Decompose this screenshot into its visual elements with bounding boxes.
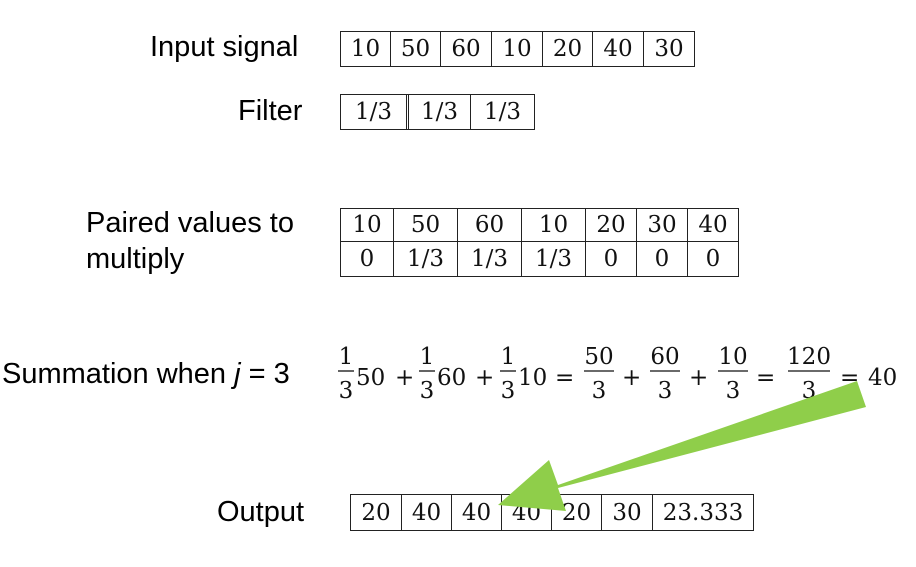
- paired-values-cell: 20: [585, 209, 636, 241]
- input-signal-cell: 40: [592, 32, 643, 66]
- equation-result: 40: [868, 365, 897, 391]
- paired-values-cell: 1/3: [521, 242, 585, 276]
- input-signal-label: Input signal: [150, 31, 299, 63]
- input-signal-cell: 10: [350, 36, 381, 62]
- summation-label-variable: j: [234, 358, 241, 390]
- paired-values-label-line1: Paired values to: [86, 207, 294, 239]
- output-cell: 23.333: [652, 495, 753, 530]
- output-cell: 20: [361, 499, 391, 526]
- equation-equals: =: [756, 365, 775, 391]
- paired-values-cell: 0: [359, 246, 375, 272]
- paired-values-cell: 0: [585, 242, 636, 276]
- paired-values-cell: 30: [636, 209, 687, 241]
- input-signal-cell: 20: [542, 32, 592, 66]
- paired-values-cell: 10: [352, 212, 382, 238]
- filter-label: Filter: [238, 95, 303, 127]
- paired-values-cell: 0: [687, 242, 738, 276]
- equation-fraction-num: 10: [718, 344, 747, 370]
- input-signal-cell: 30: [643, 32, 694, 66]
- equation-plus: +: [395, 365, 414, 391]
- paired-values-row-top: 10 50 60 10 20 30 40: [341, 209, 738, 241]
- paired-values-cell: 10: [521, 209, 585, 241]
- summation-label: Summation when j = 3: [2, 360, 290, 389]
- paired-values-table: 10 50 60 10 20 30 40 0 1/3 1/3 1/3 0 0 0: [340, 208, 739, 277]
- equation-coeff-num: 1: [501, 344, 516, 370]
- paired-values-cell: 1/3: [393, 242, 457, 276]
- input-signal-cell: 50: [390, 32, 440, 66]
- equation-coeff-num: 1: [420, 344, 435, 370]
- equation-coeff-den: 3: [420, 378, 435, 404]
- output-cell: 20: [551, 495, 601, 530]
- equation-term: 50: [356, 365, 385, 391]
- filter-cell: 1/3: [354, 99, 392, 125]
- equation-fraction-num: 60: [650, 344, 679, 370]
- filter-cell: 1/3: [470, 95, 534, 129]
- summation-label-suffix: = 3: [240, 358, 290, 390]
- output-cell: 30: [601, 495, 652, 530]
- filter-table: 1/3 1/3 1/3: [340, 94, 535, 130]
- input-signal-table: 10 50 60 10 20 40 30: [340, 31, 695, 67]
- input-signal-cell: 60: [440, 32, 491, 66]
- equation-coeff-num: 1: [339, 344, 354, 370]
- equation-term: 60: [437, 365, 466, 391]
- paired-values-cell: 1/3: [457, 242, 521, 276]
- paired-values-label-line2: multiply: [86, 243, 185, 275]
- input-signal-cell: 10: [491, 32, 542, 66]
- paired-values-row-bottom: 0 1/3 1/3 1/3 0 0 0: [341, 241, 738, 276]
- equation-fraction-den: 3: [592, 378, 607, 404]
- equation-equals: =: [555, 365, 574, 391]
- paired-values-cell: 50: [393, 209, 457, 241]
- summation-label-prefix: Summation when: [2, 358, 235, 390]
- equation-coeff-den: 3: [501, 378, 516, 404]
- green-arrow-icon: [498, 381, 866, 511]
- equation-sum-num: 120: [787, 344, 831, 370]
- equation-term: 10: [518, 365, 547, 391]
- output-label: Output: [217, 496, 305, 528]
- paired-values-cell: 60: [457, 209, 521, 241]
- paired-values-cell: 0: [636, 242, 687, 276]
- equation-plus: +: [689, 365, 708, 391]
- equation-plus: +: [622, 365, 641, 391]
- equation-fraction-num: 50: [584, 344, 613, 370]
- filter-cell: 1/3: [406, 95, 470, 129]
- output-cell: 40: [401, 495, 451, 530]
- equation-fraction-den: 3: [726, 378, 741, 404]
- paired-values-cell: 40: [687, 209, 738, 241]
- equation-plus: +: [475, 365, 494, 391]
- equation-fraction-den: 3: [658, 378, 673, 404]
- output-cell: 40: [451, 495, 501, 530]
- equation-coeff-den: 3: [339, 378, 354, 404]
